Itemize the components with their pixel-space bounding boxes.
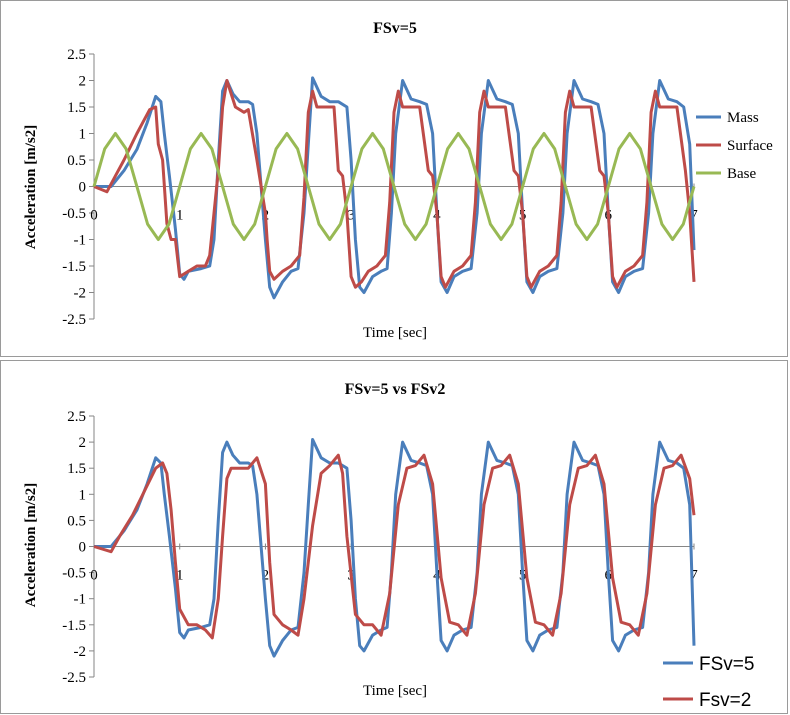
legend-label: Mass — [727, 110, 759, 126]
x-axis-label: Time [sec] — [363, 325, 427, 341]
x-tick-label: 3 — [347, 208, 355, 224]
y-tick-label: 2 — [79, 435, 87, 451]
y-tick-label: 0.5 — [67, 153, 86, 169]
series-line-fsv-2 — [93, 453, 696, 640]
legend-label: Surface — [727, 138, 773, 154]
legend-label: Base — [727, 166, 757, 182]
legend-label: FSv=5 — [699, 654, 754, 675]
y-tick-label: -2 — [74, 644, 87, 660]
x-tick-label: 0 — [90, 568, 98, 584]
y-tick-label: 1 — [79, 127, 87, 143]
y-tick-label: 1.5 — [67, 100, 86, 116]
tick-labels: 2.521.510.50-0.5-1-1.5-2-2.50 1 2 3 4 5 6 7 — [62, 47, 698, 328]
x-tick-label: 1 — [176, 568, 184, 584]
y-tick-label: 0.5 — [67, 513, 86, 529]
y-tick-label: 2.5 — [67, 47, 86, 63]
series-line-mass — [94, 76, 696, 300]
y-tick-label: 1 — [79, 487, 87, 503]
series-line-base — [92, 132, 696, 241]
series-line-surface — [93, 79, 696, 289]
y-tick-label: -2.5 — [62, 670, 86, 686]
y-axis-label: Acceleration [m/s2] — [23, 483, 39, 608]
x-tick-label: 7 — [690, 568, 698, 584]
chart-fsv5-vs-fsv2-svg: FSv=5 vs FSv2 Time [sec] Acceleration [m… — [23, 381, 754, 711]
x-axis-label: Time [sec] — [363, 683, 427, 699]
y-tick-label: -2.5 — [62, 312, 86, 328]
chart-title: FSv=5 vs FSv2 — [345, 381, 446, 398]
y-tick-label: -1.5 — [62, 618, 86, 634]
x-tick-label: 7 — [690, 208, 698, 224]
y-tick-label: -1 — [74, 592, 87, 608]
chart-fsv5-svg: FSv=5 Time [sec] Acceleration [m/s2] 2.5… — [23, 20, 773, 341]
y-tick-label: 2.5 — [67, 409, 86, 425]
y-tick-label: 0 — [79, 180, 87, 196]
y-tick-label: -0.5 — [62, 566, 86, 582]
series-lines — [92, 76, 696, 300]
chart-title: FSv=5 — [373, 20, 417, 37]
tick-labels: 2.521.510.50-0.5-1-1.5-2-2.50 1 2 3 4 5 6 7 — [62, 409, 698, 686]
legend: FSv=5 Fsv=2 — [663, 654, 754, 711]
series-lines — [93, 438, 696, 658]
legend-label: Fsv=2 — [699, 690, 751, 711]
x-tick-label: 1 — [176, 208, 184, 224]
legend: Mass Surface Base — [696, 110, 773, 182]
chart-panel-fsv5-vs-fsv2: FSv=5 vs FSv2 Time [sec] Acceleration [m… — [0, 360, 788, 714]
x-tick-label: 2 — [262, 568, 270, 584]
chart-panel-fsv5: FSv=5 Time [sec] Acceleration [m/s2] 2.5… — [0, 0, 788, 357]
y-tick-label: -1 — [74, 233, 87, 249]
y-tick-label: -0.5 — [62, 206, 86, 222]
y-tick-label: 1.5 — [67, 461, 86, 477]
y-tick-label: 0 — [79, 540, 87, 556]
y-tick-label: -1.5 — [62, 259, 86, 275]
y-tick-label: -2 — [74, 286, 87, 302]
y-axis-label: Acceleration [m/s2] — [23, 125, 39, 250]
y-tick-label: 2 — [79, 74, 87, 90]
x-tick-label: 0 — [90, 208, 98, 224]
